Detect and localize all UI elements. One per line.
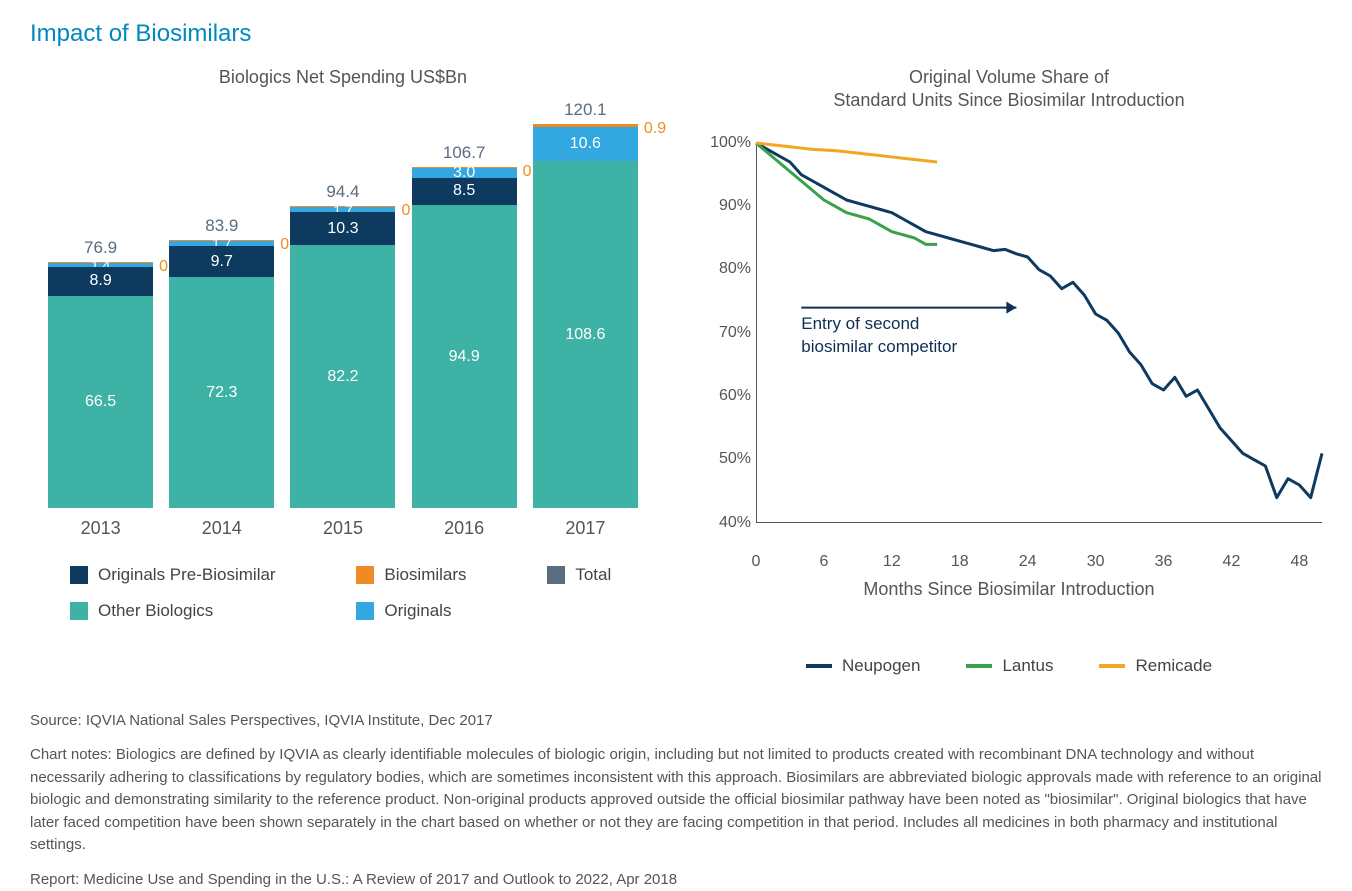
annotation-arrowhead <box>1006 301 1016 313</box>
line-chart-title: Original Volume Share ofStandard Units S… <box>696 66 1322 113</box>
line-chart-legend: Neupogen Lantus Remicade <box>696 656 1322 676</box>
legend-label: Total <box>575 565 611 585</box>
bar-x-label: 2014 <box>202 518 242 539</box>
legend-item: Total <box>547 565 656 585</box>
bar-total-label: 120.1 <box>564 100 607 120</box>
bar-segment: 72.3 <box>169 277 274 508</box>
bar-x-label: 2017 <box>565 518 605 539</box>
bar-group: 106.7 0.394.98.53.0 2016 <box>409 143 519 539</box>
legend-label: Other Biologics <box>98 601 213 621</box>
legend-label: Biosimilars <box>384 565 466 585</box>
legend-item: Originals Pre-Biosimilar <box>70 565 320 585</box>
legend-label: Originals Pre-Biosimilar <box>98 565 276 585</box>
legend-swatch <box>966 664 992 668</box>
charts-container: Biologics Net Spending US$Bn 76.9 0.166.5… <box>30 66 1322 676</box>
x-tick-label: 48 <box>1290 553 1308 571</box>
legend-swatch <box>547 566 565 584</box>
bar-stack: 0.9108.610.6 <box>533 124 638 508</box>
bar-segment: 8.5 <box>412 178 517 205</box>
x-tick-label: 0 <box>752 553 761 571</box>
legend-item: Originals <box>356 601 511 621</box>
bar-stack: 0.272.39.71.7 <box>169 240 274 508</box>
bar-stack: 0.166.58.91.4 <box>48 262 153 508</box>
legend-item: Neupogen <box>806 656 920 676</box>
y-tick-label: 80% <box>719 260 751 278</box>
bar-segment: 8.9 <box>48 267 153 295</box>
legend-label: Neupogen <box>842 656 920 676</box>
legend-swatch <box>806 664 832 668</box>
x-tick-label: 12 <box>883 553 901 571</box>
x-tick-label: 24 <box>1019 553 1037 571</box>
bar-segment: 9.7 <box>169 246 274 277</box>
legend-swatch <box>70 566 88 584</box>
legend-swatch <box>356 566 374 584</box>
bar-total-label: 106.7 <box>443 143 486 163</box>
bar-segment: 66.5 <box>48 296 153 509</box>
bar-segment: 10.3 <box>290 212 395 245</box>
legend-swatch <box>356 602 374 620</box>
legend-item: Remicade <box>1099 656 1212 676</box>
source-text: Source: IQVIA National Sales Perspective… <box>30 710 1322 733</box>
bar-chart-panel: Biologics Net Spending US$Bn 76.9 0.166.5… <box>30 66 656 676</box>
bar-chart-title: Biologics Net Spending US$Bn <box>30 66 656 89</box>
bar-segment: 108.6 <box>533 161 638 509</box>
bar-x-label: 2016 <box>444 518 484 539</box>
y-tick-label: 70% <box>719 324 751 342</box>
bar-group: 76.9 0.166.58.91.4 2013 <box>46 238 156 539</box>
x-tick-label: 30 <box>1087 553 1105 571</box>
bar-total-label: 94.4 <box>326 182 359 202</box>
bar-group: 83.9 0.272.39.71.7 2014 <box>167 216 277 539</box>
x-tick-label: 6 <box>819 553 828 571</box>
report-ref: Report: Medicine Use and Spending in the… <box>30 869 1322 891</box>
bar-x-label: 2015 <box>323 518 363 539</box>
x-axis-title: Months Since Biosimilar Introduction <box>696 579 1322 600</box>
bar-segment: 10.6 <box>533 127 638 161</box>
legend-swatch <box>70 602 88 620</box>
bar-segment: 94.9 <box>412 205 517 509</box>
bar-segment: 3.0 <box>412 168 517 178</box>
x-tick-label: 18 <box>951 553 969 571</box>
chart-notes: Chart notes: Biologics are defined by IQ… <box>30 744 1322 857</box>
x-tick-label: 42 <box>1223 553 1241 571</box>
footer-notes: Source: IQVIA National Sales Perspective… <box>30 710 1322 891</box>
legend-item: Biosimilars <box>356 565 511 585</box>
y-tick-label: 100% <box>710 134 751 152</box>
bar-chart-legend: Originals Pre-Biosimilar Biosimilars Total… <box>30 565 656 621</box>
bar-x-label: 2013 <box>81 518 121 539</box>
annotation-text: Entry of secondbiosimilar competitor <box>801 313 957 357</box>
bar-group: 120.1 0.9108.610.6 2017 <box>530 100 640 539</box>
x-tick-label: 36 <box>1155 553 1173 571</box>
bar-stack: 0.394.98.53.0 <box>412 167 517 508</box>
bar-group: 94.4 0.382.210.31.7 2015 <box>288 182 398 539</box>
y-tick-label: 90% <box>719 197 751 215</box>
legend-label: Lantus <box>1002 656 1053 676</box>
y-tick-label: 40% <box>719 514 751 532</box>
biosimilar-side-label: 0.9 <box>644 120 666 138</box>
bar-total-label: 76.9 <box>84 238 117 258</box>
line-chart-panel: Original Volume Share ofStandard Units S… <box>696 66 1322 676</box>
bar-stack: 0.382.210.31.7 <box>290 206 395 508</box>
legend-item: Other Biologics <box>70 601 320 621</box>
legend-item: Lantus <box>966 656 1053 676</box>
legend-label: Remicade <box>1135 656 1212 676</box>
legend-swatch <box>1099 664 1125 668</box>
y-tick-label: 50% <box>719 450 751 468</box>
line-chart: 40%50%60%70%80%90%100% 0612182430364248 … <box>696 133 1322 563</box>
y-tick-label: 60% <box>719 387 751 405</box>
bar-total-label: 83.9 <box>205 216 238 236</box>
page-title: Impact of Biosimilars <box>30 20 1322 48</box>
bar-segment: 82.2 <box>290 245 395 508</box>
bar-chart: 76.9 0.166.58.91.4 2013 83.9 0.272.39.71.7 20… <box>30 109 656 539</box>
y-ticks: 40%50%60%70%80%90%100% <box>706 143 751 523</box>
legend-label: Originals <box>384 601 451 621</box>
